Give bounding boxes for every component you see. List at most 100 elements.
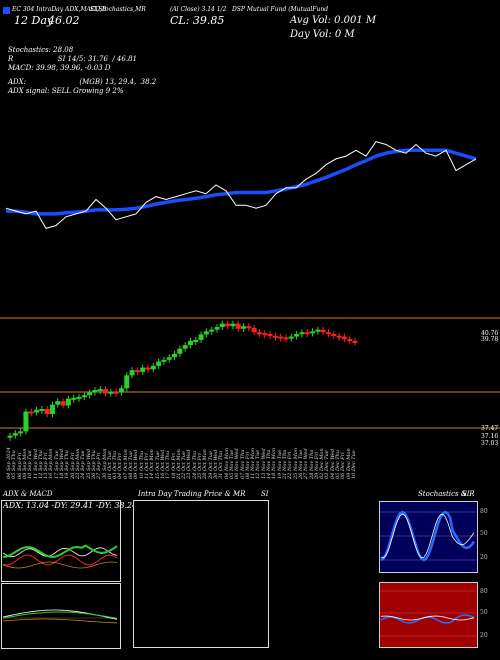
candle — [145, 367, 151, 370]
candle — [103, 389, 109, 394]
candle — [320, 329, 326, 333]
candle — [352, 340, 358, 343]
candle — [288, 336, 294, 339]
legend-swatch — [3, 7, 10, 14]
day-volume: Day Vol: 0 M — [290, 29, 355, 40]
candle — [251, 327, 257, 333]
stoch-tick-80: 80 — [480, 508, 488, 515]
candle — [262, 333, 268, 336]
intraday-suffix: SI — [261, 490, 269, 498]
candle — [310, 331, 316, 334]
candle — [161, 359, 167, 362]
price-label-bottom-a: 37.47 — [481, 425, 499, 432]
macd-histogram-line — [2, 618, 118, 624]
candle — [336, 335, 342, 338]
candle — [315, 329, 321, 332]
adx-orange-line — [2, 561, 118, 569]
candle — [60, 401, 66, 406]
candle — [49, 404, 55, 415]
adx-signal-label: ADX signal: SELL Growing 9 2% — [8, 87, 124, 95]
candle — [347, 339, 353, 342]
candle — [278, 336, 284, 339]
candle — [7, 435, 13, 438]
candle — [267, 333, 273, 336]
candle — [172, 353, 178, 358]
candle — [209, 329, 215, 332]
price-ma-chart — [5, 141, 477, 229]
candle — [150, 365, 156, 370]
candle — [299, 332, 305, 335]
candle — [129, 370, 135, 376]
candle — [124, 375, 130, 389]
candle — [34, 409, 40, 413]
candle — [113, 391, 119, 394]
adx-values: ADX: 13.04 -DY: 29.41 -DY: 38.24 — [3, 501, 138, 510]
stochastics-panel — [379, 501, 478, 573]
candle — [198, 334, 204, 340]
adx-label: ADX: (MGB) 13, 29.4, 38.2 — [8, 78, 157, 86]
candle — [118, 388, 124, 393]
plus-di-line — [2, 544, 118, 558]
day-value: 46.02 — [48, 14, 80, 27]
candle — [283, 337, 289, 340]
candle — [246, 326, 252, 329]
close-value: CL: 39.85 — [170, 14, 225, 27]
candle — [18, 431, 24, 434]
candle — [134, 370, 140, 373]
rsi-tick-50: 50 — [480, 609, 488, 616]
candle — [341, 336, 347, 340]
stoch-rsi-suffix: SI — [462, 490, 470, 498]
candle — [241, 326, 247, 329]
adx-line — [2, 547, 118, 558]
signal-line — [2, 611, 118, 619]
candle — [304, 332, 310, 335]
stochastic-line — [380, 510, 476, 562]
adx-panel — [1, 500, 121, 582]
candle — [177, 348, 183, 354]
candle — [23, 411, 29, 432]
intraday-panel — [133, 500, 269, 648]
candle — [140, 367, 146, 372]
stoch-rsi-title: Stochastics & R — [418, 490, 475, 498]
rsi-line — [380, 614, 475, 624]
avg-volume: Avg Vol: 0.001 M — [290, 15, 377, 26]
candle — [87, 392, 93, 396]
candle — [71, 397, 77, 400]
price-label-bottom-b: 37.16 — [481, 433, 499, 440]
candle — [272, 335, 278, 338]
candle — [92, 390, 98, 393]
candle — [182, 345, 188, 349]
adx-macd-title: ADX & MACD — [3, 490, 53, 498]
candle — [166, 357, 172, 360]
candle — [44, 408, 50, 415]
indicator-labels: EC 304 IntraDay ADX,MACD,B — [12, 6, 107, 13]
candle — [193, 340, 199, 342]
price-label-top-a: 40.76 — [481, 330, 499, 337]
price-line — [5, 141, 477, 229]
candle — [12, 433, 18, 436]
candle — [156, 361, 162, 366]
stoch-tick-50: 50 — [480, 530, 488, 537]
stochastic-signal-line — [380, 513, 475, 559]
candlestick-chart — [0, 317, 500, 441]
candle — [65, 398, 71, 406]
candle — [39, 408, 45, 411]
candle — [225, 323, 231, 327]
candle — [214, 327, 220, 330]
candle — [235, 323, 241, 329]
macd-label: MACD: 39.98, 39.96, -0.03 D — [8, 64, 111, 72]
candle — [325, 332, 331, 335]
indicator-labels-2: SI,Stochastics,MR — [90, 6, 146, 13]
candle — [187, 340, 193, 346]
rsi-label: R SI 14/5: 31.76 / 46.81 — [8, 55, 137, 63]
intraday-title: Intra Day Trading Price & MR — [138, 490, 246, 498]
candle — [203, 331, 209, 335]
candle — [256, 332, 262, 335]
stoch-tick-20: 20 — [480, 554, 488, 561]
minus-di-line — [2, 554, 118, 566]
rsi-tick-80: 80 — [480, 588, 488, 595]
symbol-title: DSP Mutual Fund (MutualFund — [232, 6, 329, 13]
